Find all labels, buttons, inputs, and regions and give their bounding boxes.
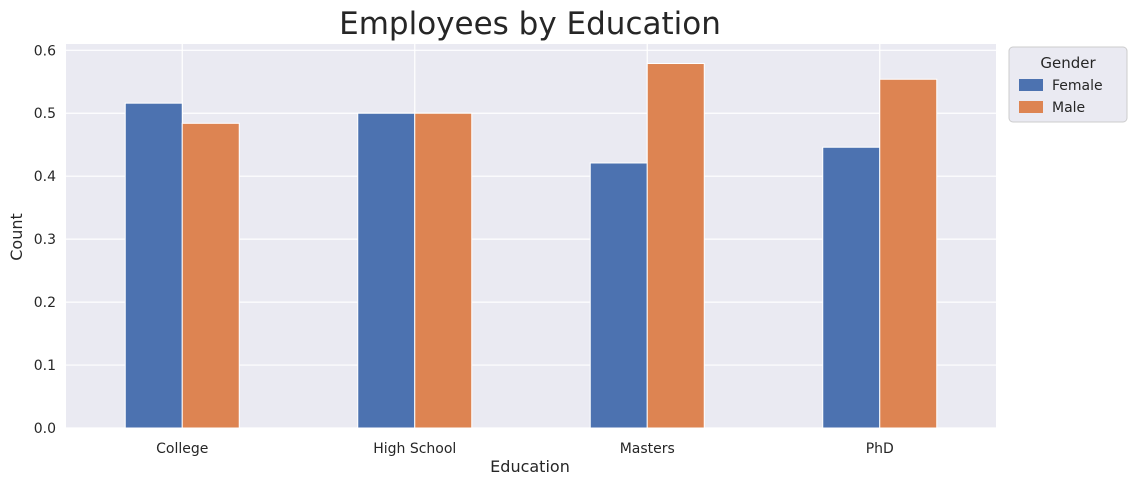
legend-swatch-male xyxy=(1019,101,1043,113)
y-tick-label: 0.0 xyxy=(34,421,56,437)
bar-male-high-school xyxy=(414,112,473,429)
legend-title: Gender xyxy=(1040,54,1096,72)
legend-swatch-female xyxy=(1019,79,1043,91)
y-tick-label: 0.2 xyxy=(34,295,56,311)
y-axis-label: Count xyxy=(7,213,26,261)
y-tick-label: 0.1 xyxy=(34,358,56,374)
bar-male-masters xyxy=(646,63,705,429)
x-tick-label: High School xyxy=(373,441,456,457)
x-tick-label: Masters xyxy=(620,441,675,457)
legend-label-female: Female xyxy=(1052,78,1103,94)
chart-title: Employees by Education xyxy=(339,6,721,42)
bars xyxy=(124,63,938,429)
x-tick-label: College xyxy=(156,441,208,457)
legend: Gender Female Male xyxy=(1008,46,1128,123)
bar-female-masters xyxy=(589,162,648,429)
bar-female-college xyxy=(124,102,183,429)
legend-label-male: Male xyxy=(1052,100,1085,116)
y-tick-label: 0.4 xyxy=(34,169,56,185)
bar-male-phd xyxy=(879,78,938,429)
y-tick-label: 0.3 xyxy=(34,232,56,248)
y-axis-ticks: 0.0 0.1 0.2 0.3 0.4 0.5 0.6 xyxy=(34,43,56,437)
x-axis-label: Education xyxy=(490,457,570,476)
bar-male-college xyxy=(181,122,240,429)
y-tick-label: 0.6 xyxy=(34,43,56,59)
bar-female-phd xyxy=(822,146,881,429)
x-tick-label: PhD xyxy=(866,441,894,457)
y-tick-label: 0.5 xyxy=(34,106,56,122)
x-axis-ticks: College High School Masters PhD xyxy=(156,441,894,457)
bar-female-high-school xyxy=(357,112,416,429)
